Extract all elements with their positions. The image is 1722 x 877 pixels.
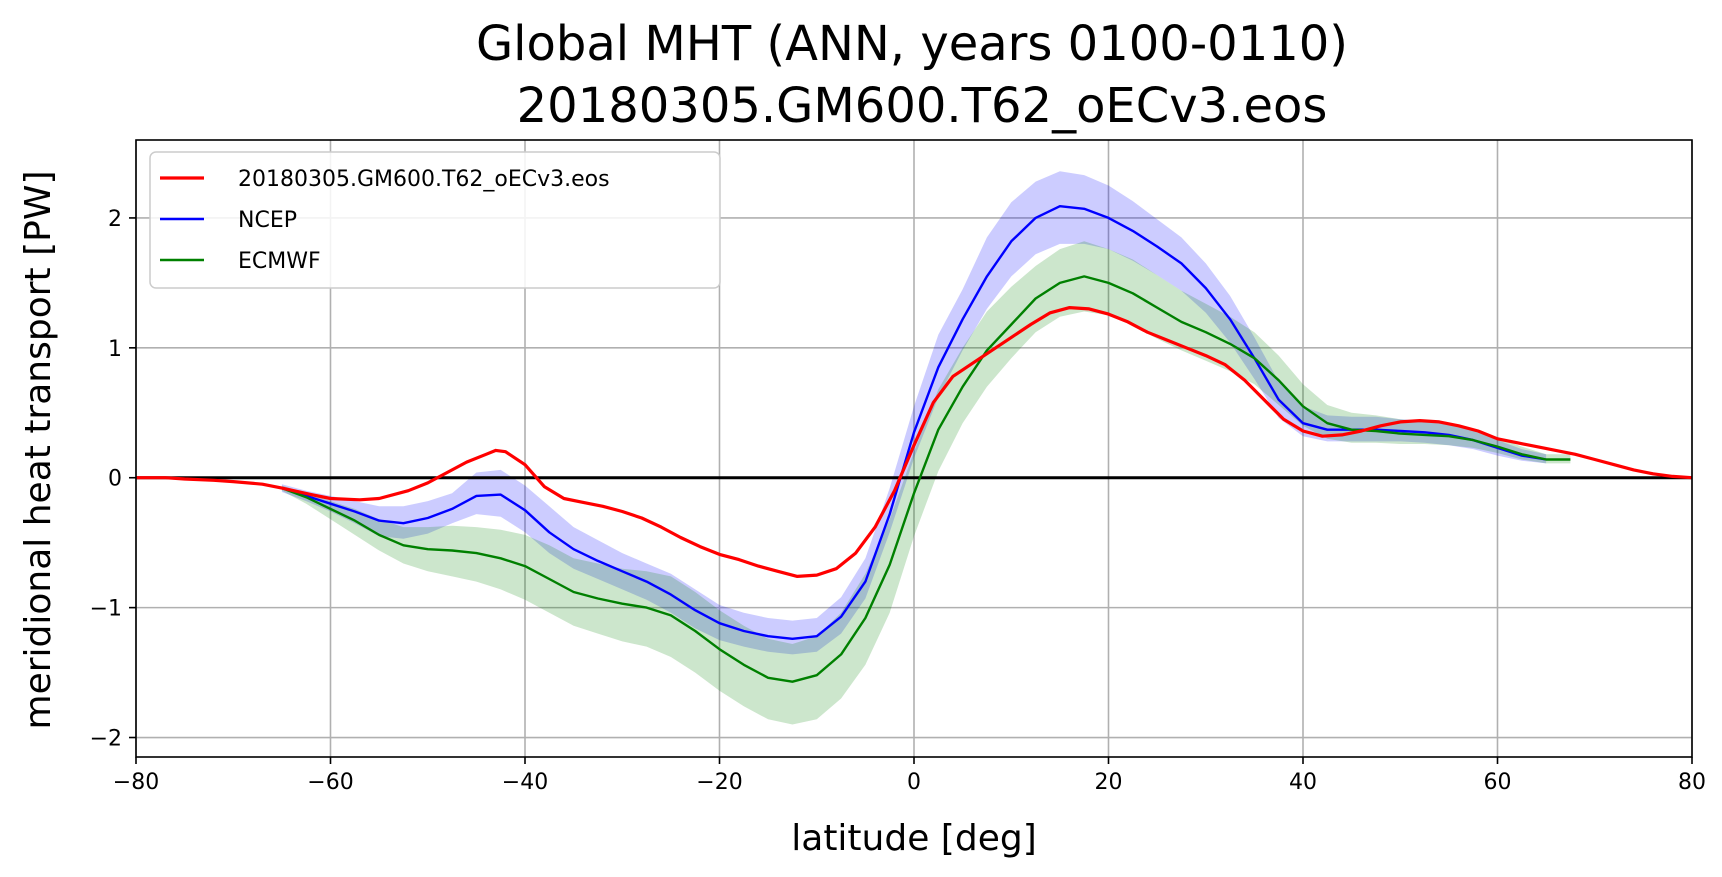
- legend-entry-label: 20180305.GM600.T62_oECv3.eos: [238, 167, 610, 192]
- x-axis-label: latitude [deg]: [791, 818, 1037, 859]
- y-axis-label: meridional heat transport [PW]: [18, 171, 59, 730]
- legend-box: [149, 151, 721, 289]
- x-tick-label: −40: [502, 770, 548, 795]
- x-tick-label: −60: [307, 770, 353, 795]
- legend-items: 20180305.GM600.T62_oECv3.eos NCEP ECMWF: [160, 167, 610, 274]
- y-tick-label: −1: [90, 597, 122, 622]
- band-layer: [281, 171, 1571, 725]
- ncep-series-line: [281, 205, 1547, 640]
- x-tick-label: 40: [1289, 770, 1317, 795]
- x-tick-label: 80: [1678, 770, 1706, 795]
- x-tick-label: 20: [1095, 770, 1123, 795]
- legend-entry-label: ECMWF: [238, 249, 321, 274]
- legend-entry-label: NCEP: [238, 208, 297, 233]
- y-tick-label: 0: [108, 467, 122, 492]
- line-layer: [136, 205, 1693, 683]
- x-tick-label: −80: [113, 770, 159, 795]
- y-tick-label: −2: [90, 727, 122, 752]
- model-series-line: [136, 306, 1693, 578]
- ecmwf-uncertainty-band: [281, 241, 1571, 725]
- x-axis-ticks: −80 −60 −40 −20 0 20 40 60 80: [113, 757, 1706, 795]
- x-tick-label: 0: [907, 770, 921, 795]
- chart-title-line2: 20180305.GM600.T62_oECv3.eos: [517, 78, 1328, 134]
- chart-title-line1: Global MHT (ANN, years 0100-0110): [476, 16, 1348, 72]
- ncep-uncertainty-band: [281, 171, 1547, 655]
- y-axis-ticks: −2 −1 0 1 2: [90, 207, 136, 752]
- ecmwf-series-line: [281, 275, 1571, 683]
- y-tick-label: 1: [108, 337, 122, 362]
- x-tick-label: 60: [1484, 770, 1512, 795]
- legend: 20180305.GM600.T62_oECv3.eos NCEP ECMWF: [149, 151, 721, 289]
- y-tick-label: 2: [108, 207, 122, 232]
- plot-area: [135, 139, 1693, 758]
- x-tick-label: −20: [696, 770, 742, 795]
